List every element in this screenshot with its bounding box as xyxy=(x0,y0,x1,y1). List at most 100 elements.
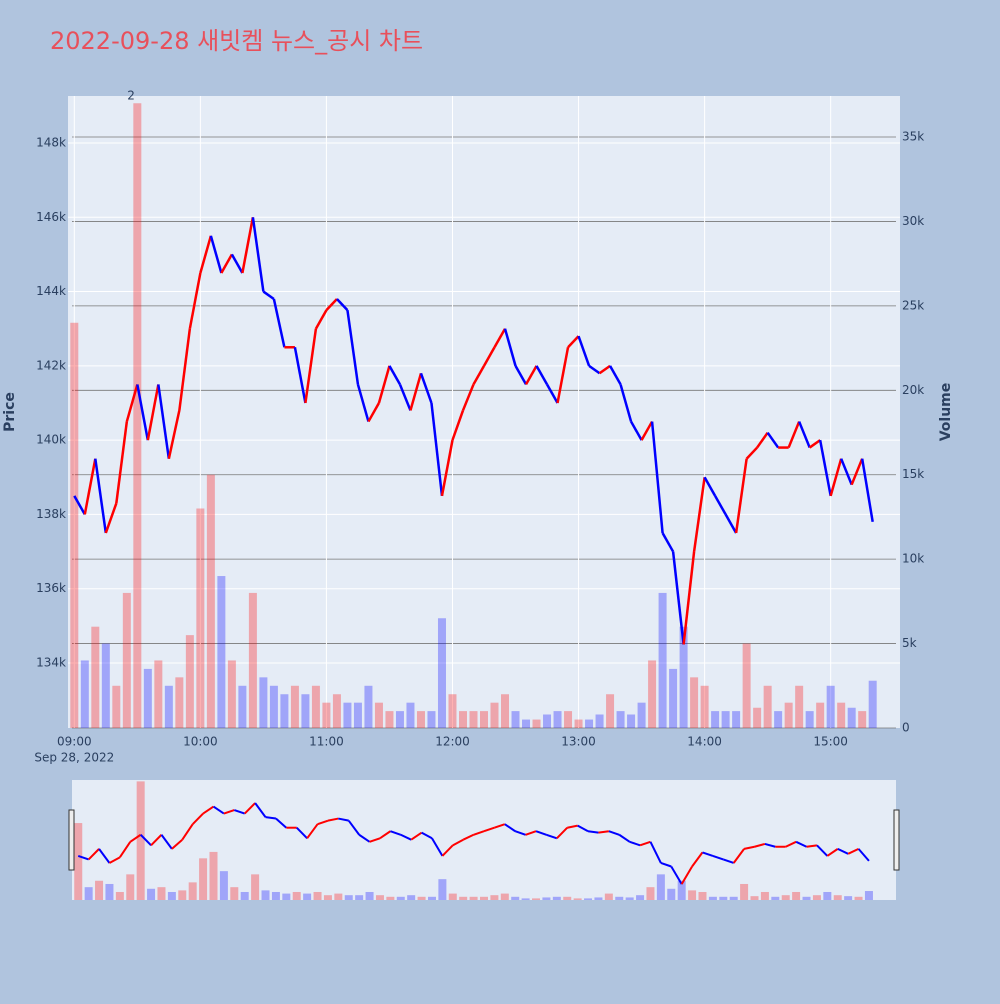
price-segment xyxy=(388,365,402,386)
price-segment xyxy=(431,837,444,857)
volume-bar xyxy=(386,896,395,900)
price-segment xyxy=(188,272,202,329)
range-handle-left[interactable] xyxy=(68,809,75,871)
y2-tick-label: 0 xyxy=(902,721,910,735)
volume-bar xyxy=(574,719,583,728)
range-handle-right[interactable] xyxy=(893,809,900,871)
price-segment xyxy=(734,458,748,534)
volume-bar xyxy=(240,891,249,900)
price-segment xyxy=(598,364,611,375)
volume-bar xyxy=(154,660,163,728)
volume-bar xyxy=(573,898,582,900)
price-segment xyxy=(98,848,111,864)
price-segment xyxy=(317,819,329,826)
price-segment xyxy=(661,532,675,553)
volume-bar xyxy=(459,896,468,900)
price-segment xyxy=(304,328,318,404)
price-segment xyxy=(440,439,454,497)
price-segment xyxy=(754,842,766,848)
price-segment xyxy=(157,384,171,459)
volume-bar xyxy=(396,896,405,900)
price-segment xyxy=(139,834,152,847)
volume-bar xyxy=(167,891,176,900)
volume-bar xyxy=(448,694,457,728)
volume-bar xyxy=(553,711,562,728)
volume-bar xyxy=(858,711,867,728)
volume-bar xyxy=(280,694,289,728)
price-segment xyxy=(327,817,339,822)
price-segment xyxy=(837,847,849,855)
price-segment xyxy=(818,439,832,497)
y2-axis-title: Volume xyxy=(938,383,954,442)
price-segment xyxy=(556,347,570,404)
price-segment xyxy=(160,834,173,850)
price-segment xyxy=(410,831,423,841)
volume-bar xyxy=(774,711,783,728)
price-segment xyxy=(577,824,589,833)
price-segment xyxy=(146,384,160,441)
price-segment xyxy=(785,840,797,848)
price-segment xyxy=(451,410,465,441)
y2-tick-label: 25k xyxy=(902,298,924,312)
y2-tick-label: 35k xyxy=(902,130,924,144)
price-segment xyxy=(73,495,86,516)
volume-bar xyxy=(437,618,446,728)
volume-bar xyxy=(185,635,194,728)
volume-bar xyxy=(802,896,811,900)
volume-bar xyxy=(868,680,877,728)
price-segment xyxy=(220,253,233,274)
y-tick-label: 138k xyxy=(36,507,66,521)
volume-bar xyxy=(248,592,257,728)
price-segment xyxy=(293,347,307,404)
volume-bar xyxy=(763,685,772,728)
volume-bar xyxy=(416,711,425,728)
volume-bar xyxy=(375,895,384,900)
price-segment xyxy=(691,851,704,868)
volume-bar xyxy=(269,685,278,728)
price-segment xyxy=(400,833,412,841)
volume-bar xyxy=(364,685,373,728)
volume-bar xyxy=(771,896,780,900)
volume-bar xyxy=(688,890,697,900)
price-segment xyxy=(191,812,204,825)
price-segment xyxy=(493,328,507,348)
volume-bar xyxy=(656,874,665,900)
price-segment xyxy=(150,834,163,847)
price-segment xyxy=(483,826,495,833)
volume-bar xyxy=(282,893,291,900)
volume-bar xyxy=(721,711,730,728)
layers: 134k 136k 138k 140k 142k 144k 146k 148k 0 5k 10k 15… xyxy=(34,89,924,900)
volume-bar xyxy=(679,626,688,728)
price-segment xyxy=(808,439,821,449)
price-segment xyxy=(535,365,549,386)
price-segment xyxy=(588,364,601,375)
volume-bar xyxy=(795,685,804,728)
price-segment xyxy=(390,830,402,836)
price-segment xyxy=(745,446,759,460)
price-segment xyxy=(104,502,118,534)
price-segment xyxy=(379,830,391,840)
volume-bar xyxy=(259,677,268,728)
price-segment xyxy=(181,823,194,841)
price-segment xyxy=(840,458,853,486)
volume-bar xyxy=(395,711,404,728)
price-segment xyxy=(577,335,591,367)
volume-bar xyxy=(112,685,121,728)
price-segment xyxy=(272,298,286,348)
volume-bar xyxy=(511,711,520,728)
volume-bar xyxy=(490,895,499,900)
price-segment xyxy=(743,845,755,850)
price-segment xyxy=(766,431,780,449)
price-segment xyxy=(178,328,192,411)
price-segment xyxy=(756,431,769,449)
volume-bar xyxy=(271,891,280,900)
volume-bar xyxy=(448,893,457,900)
price-segment xyxy=(787,421,801,449)
price-segment xyxy=(608,365,622,386)
price-segment xyxy=(587,830,599,834)
volume-bar xyxy=(616,711,625,728)
price-segment xyxy=(712,854,724,861)
y2-tick-label: 10k xyxy=(902,552,924,566)
volume-bar xyxy=(126,874,135,900)
range-slider[interactable] xyxy=(72,780,896,900)
